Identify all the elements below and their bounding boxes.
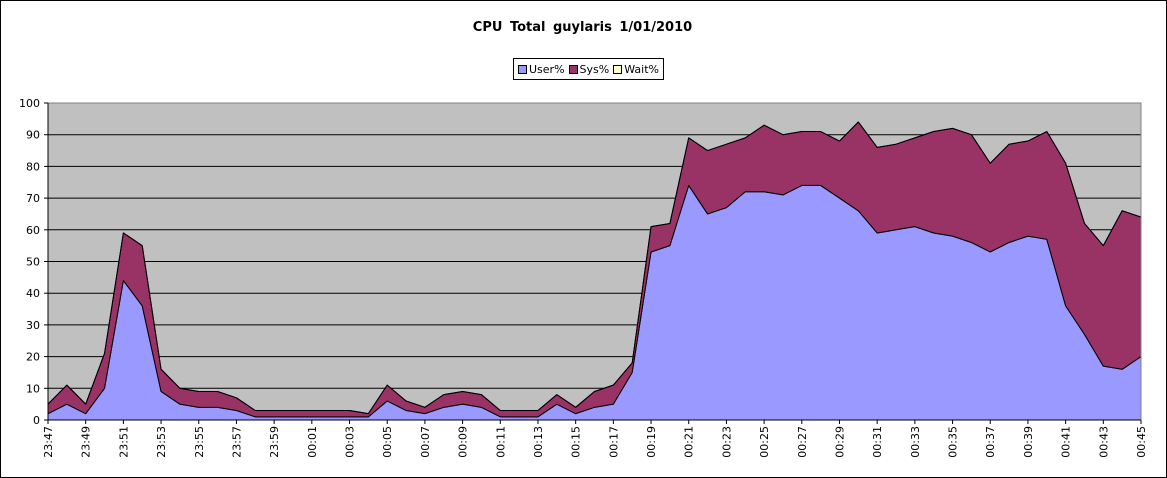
x-tick-label-20: 00:27: [796, 426, 809, 458]
x-tick-label-26: 00:39: [1022, 426, 1035, 458]
legend-item-sys: Sys%: [568, 62, 610, 76]
y-tick-label-100: 100: [19, 97, 40, 110]
x-tick-label-2: 23:51: [117, 426, 130, 458]
x-tick-label-0: 23:47: [42, 426, 55, 458]
y-tick-label-50: 50: [26, 256, 40, 269]
chart-title: CPU Total guylaris 1/01/2010: [472, 20, 693, 35]
x-tick-label-23: 00:33: [909, 426, 922, 458]
legend-label-wait: Wait%: [624, 62, 659, 76]
x-tick-label-6: 23:59: [268, 426, 281, 458]
legend-swatch-wait: [613, 64, 623, 74]
y-tick-label-90: 90: [26, 129, 40, 142]
legend-item-user: User%: [518, 63, 565, 76]
x-tick-label-8: 00:03: [344, 426, 357, 458]
x-tick-label-28: 00:43: [1097, 426, 1110, 458]
legend-swatch-user: [518, 64, 527, 74]
x-tick-label-27: 00:41: [1060, 426, 1073, 458]
x-tick-label-17: 00:21: [683, 426, 696, 458]
x-tick-label-7: 00:01: [306, 426, 319, 458]
x-tick-label-12: 00:11: [494, 426, 507, 458]
x-tick-label-21: 00:29: [833, 426, 846, 458]
x-tick-label-19: 00:25: [758, 426, 771, 458]
x-tick-label-25: 00:37: [984, 426, 997, 458]
legend-label-user: User%: [529, 62, 565, 76]
x-tick-label-15: 00:17: [607, 426, 620, 458]
y-tick-label-80: 80: [26, 160, 40, 173]
x-tick-label-14: 00:15: [570, 426, 583, 458]
legend-swatch-sys: [568, 64, 578, 74]
y-tick-label-70: 70: [26, 192, 40, 205]
x-tick-label-5: 23:57: [230, 426, 243, 458]
legend-item-wait: Wait%: [613, 63, 659, 76]
axes: 0 10 20 30 40 50 60 70 80 90 100 23:47 23:49 23:51 23:…: [19, 97, 1148, 458]
y-tick-label-20: 20: [26, 351, 40, 364]
y-tick-label-40: 40: [26, 287, 40, 300]
legend-label-sys: Sys%: [579, 62, 610, 76]
y-tick-label-30: 30: [26, 319, 40, 332]
x-tick-label-18: 00:23: [720, 426, 733, 458]
x-tick-label-4: 23:55: [193, 426, 206, 458]
x-tick-label-1: 23:49: [80, 426, 93, 458]
x-tick-label-16: 00:19: [645, 426, 658, 458]
x-tick-label-10: 00:07: [419, 426, 432, 458]
x-tick-label-9: 00:05: [381, 426, 394, 458]
x-tick-label-3: 23:53: [155, 426, 168, 458]
x-tick-label-11: 00:09: [457, 426, 470, 458]
x-tick-label-24: 00:35: [947, 426, 960, 458]
x-tick-label-13: 00:13: [532, 426, 545, 458]
y-tick-label-0: 0: [33, 414, 40, 427]
x-tick-label-29: 00:45: [1135, 426, 1148, 458]
legend: User% Sys% Wait%: [513, 58, 664, 80]
y-tick-label-10: 10: [26, 382, 40, 395]
x-tick-label-22: 00:31: [871, 426, 884, 458]
y-tick-label-60: 60: [26, 224, 40, 237]
